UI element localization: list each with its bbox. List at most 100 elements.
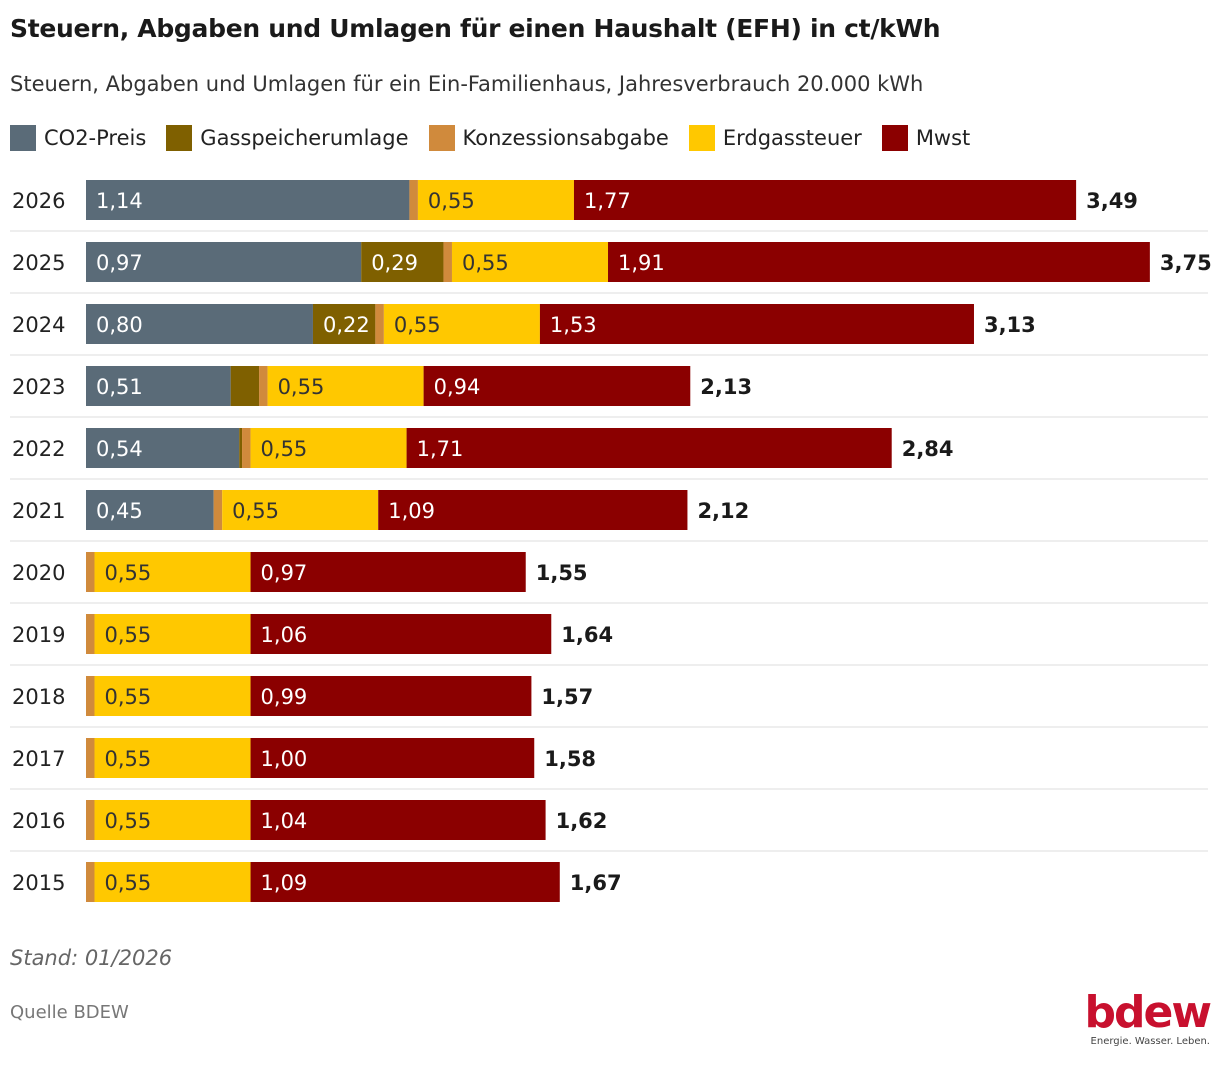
bar-segment [94,552,251,592]
logo-tagline: Energie. Wasser. Leben. [1090,1036,1210,1047]
logo-word: bdew [1084,987,1212,1038]
year-label: 2025 [12,251,65,275]
bar-segment [383,304,540,344]
segment-label: 0,55 [105,871,152,895]
segment-label: 1,77 [584,189,631,213]
segment-label: 1,91 [618,251,665,275]
bar-segment [86,676,95,716]
segment-label: 1,04 [261,809,308,833]
year-label: 2023 [12,375,65,399]
bar-segment [86,800,95,840]
segment-label: 0,55 [105,809,152,833]
legend-item: Gasspeicherumlage [166,125,409,151]
segment-label: 1,00 [261,747,308,771]
legend-label: CO2-Preis [44,126,147,150]
segment-label: 0,51 [96,375,143,399]
bar-segment [86,738,95,778]
total-label: 2,13 [700,375,752,399]
bar-segment [378,490,688,530]
segment-label: 0,45 [96,499,143,523]
segment-label: 0,55 [105,747,152,771]
bar-segment [94,800,251,840]
bar-segment [86,552,95,592]
bdew-logo: bdew Energie. Wasser. Leben. [1084,987,1212,1048]
bar-segment [86,862,95,902]
bar-segment [312,304,376,344]
segment-label: 0,55 [105,685,152,709]
segment-label: 0,97 [261,561,308,585]
bar-segment [250,862,560,902]
segment-label: 0,55 [278,375,325,399]
segment-label: 0,55 [105,561,152,585]
legend-swatch [166,125,193,151]
segment-label: 0,80 [96,313,143,337]
legend-item: Konzessionsabgabe [428,125,669,151]
bar-segment [94,738,251,778]
segment-label: 1,71 [417,437,464,461]
total-label: 1,58 [544,747,596,771]
year-label: 2016 [12,809,65,833]
legend-item: Mwst [881,125,970,151]
total-label: 2,84 [902,437,954,461]
bar-segment [259,366,268,406]
bar-segment [451,242,609,282]
bar-segment [267,366,424,406]
bar-chart: 2026 1,14 0,55 1,77 3,49 2025 0,97 0,29 0,55 1,91… [10,180,1212,902]
year-label: 2026 [12,189,65,213]
bar-segment [361,242,444,282]
bar-segment [608,242,1150,282]
bar-segment [94,676,251,716]
bar-segment [239,428,243,468]
segment-label: 0,55 [462,251,509,275]
year-label: 2017 [12,747,65,771]
segment-label: 1,53 [550,313,597,337]
bar-segment [573,180,1077,220]
bar-segment [250,800,546,840]
legend-swatch [881,125,908,151]
segment-label: 1,09 [261,871,308,895]
bar-segment [86,242,362,282]
source-note: Quelle BDEW [10,1002,129,1023]
segment-label: 0,99 [261,685,308,709]
bar-segment [443,242,452,282]
year-label: 2018 [12,685,65,709]
legend-label: Konzessionsabgabe [462,126,669,150]
segment-label: 0,22 [323,313,370,337]
bar-segment [222,490,379,530]
bar-segment [86,614,95,654]
stand-note: Stand: 01/2026 [10,946,173,970]
legend-item: Erdgassteuer [688,125,862,151]
legend-label: Erdgassteuer [722,126,862,150]
bar-segment [250,676,532,716]
total-label: 1,57 [541,685,593,709]
bar-segment [213,490,223,530]
bar-segment [250,614,552,654]
bar-segment [242,428,251,468]
year-label: 2015 [12,871,65,895]
chart-subtitle: Steuern, Abgaben und Umlagen für ein Ein… [10,72,924,96]
bar-segment [94,862,251,902]
segment-label: 0,97 [96,251,143,275]
total-label: 1,55 [536,561,588,585]
segment-label: 0,55 [261,437,308,461]
bar-segment [409,180,418,220]
segment-label: 0,55 [428,189,475,213]
segment-label: 0,55 [232,499,279,523]
segment-label: 1,14 [96,189,143,213]
chart-title: Steuern, Abgaben und Umlagen für einen H… [10,14,941,43]
year-label: 2019 [12,623,65,647]
segment-label: 0,55 [394,313,441,337]
segment-label: 0,94 [434,375,481,399]
bar-segment [94,614,251,654]
segment-label: 1,06 [261,623,308,647]
total-label: 1,62 [556,809,608,833]
legend-swatch [428,125,455,151]
legend-swatch [688,125,715,151]
total-label: 3,49 [1086,189,1138,213]
year-label: 2020 [12,561,65,585]
legend-swatch [10,125,36,151]
bar-segment [406,428,892,468]
segment-label: 0,54 [96,437,143,461]
legend-item: CO2-Preis [10,125,146,151]
bar-segment [86,490,214,530]
